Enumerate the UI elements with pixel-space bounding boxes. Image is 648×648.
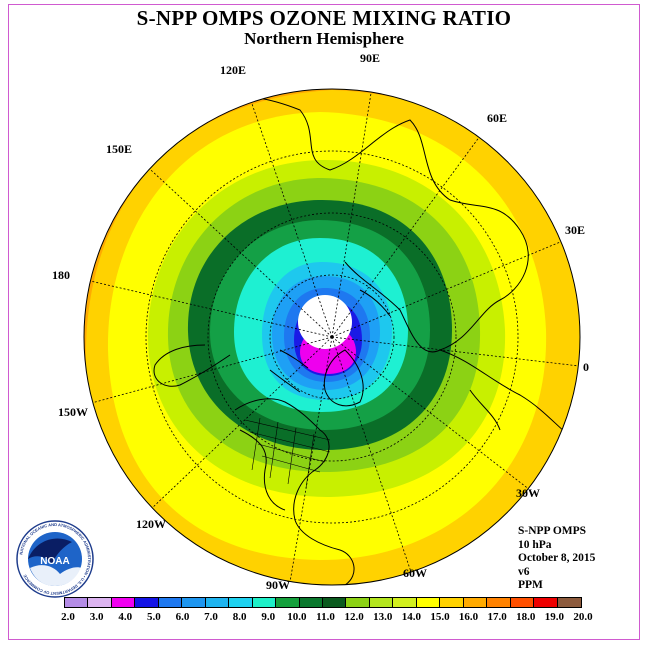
noaa-logo-text: NOAA — [40, 556, 69, 567]
color-bar-swatch — [88, 598, 112, 607]
info-version: v6 — [518, 565, 530, 578]
product-info: S-NPP OMPS 10 hPa October 8, 2015 v6 PPM — [518, 525, 595, 593]
info-instrument: S-NPP OMPS — [518, 525, 587, 537]
lon-label-180: 180 — [52, 268, 70, 282]
lon-label-0: 0 — [583, 360, 589, 374]
color-bar-swatch — [416, 598, 441, 607]
noaa-logo: NOAA NATIONAL OCEANIC AND ATMOSPHERIC AD… — [16, 520, 94, 598]
color-bar — [64, 597, 582, 608]
greenland-coast — [323, 349, 364, 407]
lon-label-90w: 90W — [266, 578, 290, 592]
color-bar-tick-label: 9.0 — [261, 611, 276, 623]
europe-coast — [439, 349, 576, 441]
color-bar-tick-label: 16.0 — [458, 611, 479, 623]
lon-label-30e: 30E — [565, 223, 586, 237]
eurasia-coast — [209, 95, 529, 353]
lon-label-60e: 60E — [487, 111, 508, 125]
figure-frame — [8, 4, 640, 640]
color-bar-tick-label: 8.0 — [232, 611, 247, 623]
color-bar-swatch — [276, 598, 300, 607]
info-units: PPM — [518, 579, 543, 591]
color-bar-tick-label: 12.0 — [344, 611, 364, 623]
color-bar-swatch — [322, 598, 347, 607]
color-bar-swatch — [534, 598, 558, 607]
info-date: October 8, 2015 — [518, 552, 596, 564]
color-bar-swatch — [510, 598, 535, 607]
color-bar-swatch — [557, 598, 581, 607]
polar-night-no-data — [298, 295, 352, 349]
lon-label-150w: 150W — [58, 405, 88, 419]
color-bar-tick-label: 5.0 — [146, 611, 161, 623]
color-bar-tick-label: 11.0 — [316, 611, 335, 623]
map-boundary — [83, 88, 581, 586]
graticule — [85, 89, 580, 583]
figure-subtitle: Northern Hemisphere — [244, 29, 404, 48]
color-bar-swatch — [229, 598, 253, 607]
color-bar-tick-label: 18.0 — [516, 611, 536, 623]
lon-label-60w: 60W — [403, 566, 427, 580]
color-bar-tick-label: 19.0 — [544, 611, 564, 623]
color-bar-tick-label: 2.0 — [61, 611, 75, 623]
political-boundaries — [244, 417, 331, 489]
color-bar-swatch — [393, 598, 417, 607]
lon-label-90e: 90E — [360, 51, 381, 65]
color-bar-swatch — [182, 598, 206, 607]
color-bar-swatch — [440, 598, 464, 607]
color-bar-tick-label: 15.0 — [430, 611, 450, 623]
color-bar-swatch — [111, 598, 136, 607]
color-bar-swatch — [205, 598, 230, 607]
color-bar-tick-label: 4.0 — [118, 611, 133, 623]
lon-label-30w: 30W — [516, 486, 540, 500]
north-america-coast — [234, 398, 355, 585]
lon-label-150e: 150E — [106, 142, 133, 156]
color-bar-swatch — [463, 598, 488, 607]
ozone-field — [84, 89, 580, 585]
color-bar-swatch — [369, 598, 394, 607]
color-bar-swatch — [158, 598, 183, 607]
color-bar-swatch — [346, 598, 370, 607]
color-bar-swatch — [299, 598, 323, 607]
color-bar-tick-label: 10.0 — [287, 611, 307, 623]
color-bar-swatch — [252, 598, 277, 607]
arctic-islands — [269, 289, 391, 393]
coastlines — [153, 95, 576, 585]
color-bar-tick-label: 3.0 — [89, 611, 104, 623]
color-bar-swatch — [487, 598, 511, 607]
lon-label-120w: 120W — [136, 517, 166, 531]
figure-title: S-NPP OMPS OZONE MIXING RATIO — [136, 6, 512, 30]
color-bar-tick-label: 17.0 — [487, 611, 507, 623]
color-bar-tick-label: 14.0 — [401, 611, 421, 623]
lon-label-120e: 120E — [220, 63, 247, 77]
color-bar-tick-label: 20.0 — [573, 611, 593, 623]
color-bar-tick-label: 13.0 — [373, 611, 393, 623]
color-bar-tick-label: 6.0 — [175, 611, 190, 623]
info-pressure-level: 10 hPa — [518, 538, 552, 551]
color-bar-swatch — [65, 598, 89, 607]
color-bar-tick-label: 7.0 — [204, 611, 218, 623]
alaska-coast — [153, 344, 231, 387]
color-bar-swatch — [135, 598, 159, 607]
